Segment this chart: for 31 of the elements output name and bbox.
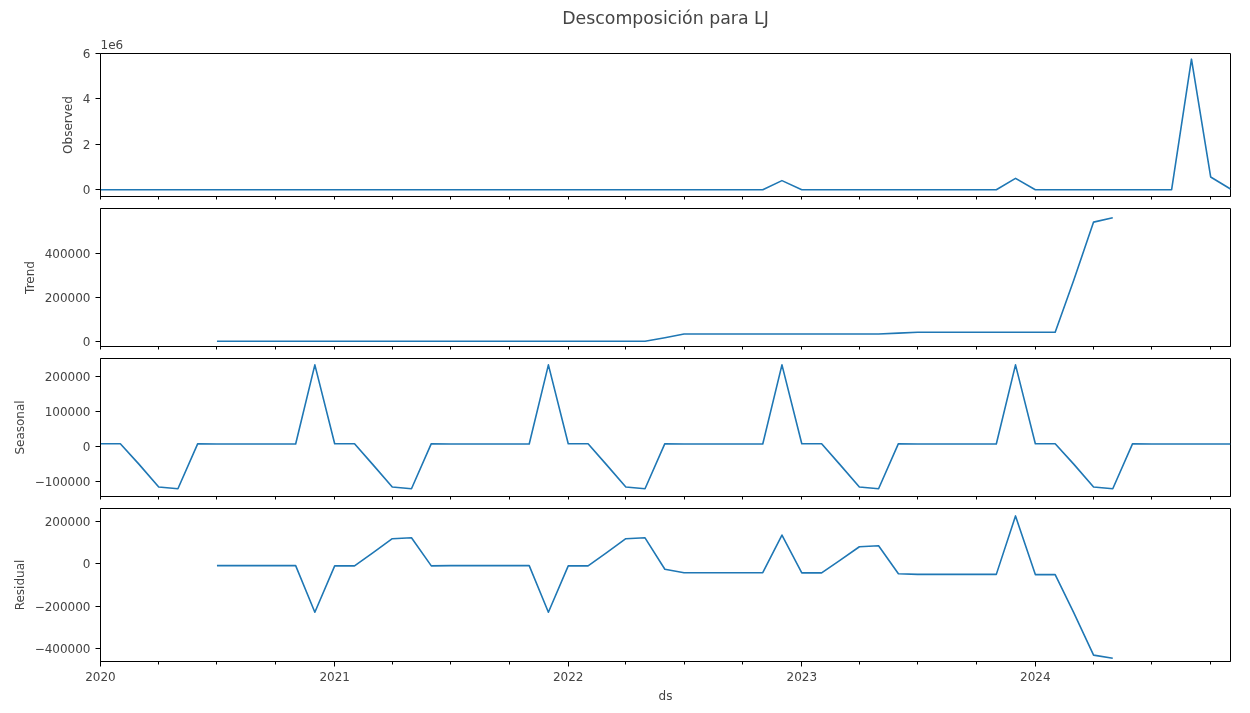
y-tick-label: 100000 bbox=[44, 404, 91, 419]
y-axis-title: Observed bbox=[60, 96, 75, 154]
text: 1e6 bbox=[100, 37, 124, 52]
y-tick-label: 0 bbox=[82, 335, 91, 350]
x-tick-label: 2022 bbox=[552, 669, 584, 684]
y-axis-title: Seasonal bbox=[12, 400, 27, 455]
x-axis-title: ds bbox=[658, 688, 673, 703]
line-series bbox=[216, 216, 1114, 343]
y-tick-label: 0 bbox=[82, 183, 91, 198]
y-tick-label: 2 bbox=[82, 137, 91, 152]
line-series bbox=[100, 364, 1231, 490]
line-series bbox=[100, 58, 1231, 191]
y-tick-label: −200000 bbox=[34, 599, 91, 614]
x-tick-label: 2020 bbox=[85, 669, 116, 684]
y-tick-label: −400000 bbox=[34, 642, 91, 657]
y-tick-label: 400000 bbox=[44, 247, 91, 262]
line-series bbox=[216, 515, 1114, 660]
x-tick-label: 2024 bbox=[1020, 669, 1051, 684]
y-tick-label: 200000 bbox=[44, 291, 91, 306]
y-tick-label: 0 bbox=[82, 557, 91, 572]
y-axis-title: Residual bbox=[12, 559, 27, 611]
y-tick-label: −100000 bbox=[34, 475, 91, 490]
y-tick-label: 200000 bbox=[44, 514, 91, 529]
x-tick-label: 2021 bbox=[319, 669, 350, 684]
chart-title: Descomposición para LJ bbox=[562, 7, 769, 28]
y-tick-label: 200000 bbox=[44, 369, 91, 384]
y-tick-label: 4 bbox=[82, 92, 91, 107]
y-tick-label: 0 bbox=[82, 440, 91, 455]
y-tick-label: 6 bbox=[82, 47, 91, 61]
x-tick-label: 2023 bbox=[786, 669, 818, 684]
y-axis-title: Trend bbox=[22, 261, 37, 295]
